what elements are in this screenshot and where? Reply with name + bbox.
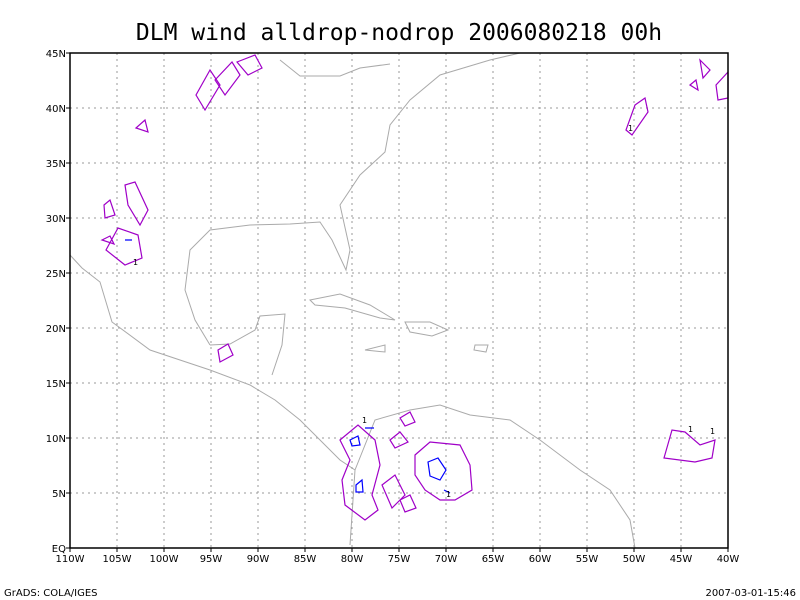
contour [100, 118, 149, 266]
coastline [279, 59, 391, 77]
coastline [69, 254, 356, 546]
contour [125, 239, 451, 494]
x-tick-label: 95W [200, 554, 223, 565]
title: DLM wind alldrop-nodrop 2006080218 00h [136, 20, 662, 46]
coastlines [69, 52, 636, 549]
coastline [209, 313, 286, 376]
contour [217, 343, 234, 363]
footer-left: GrADS: COLA/IGES [4, 588, 98, 599]
y-tick-label: 15N [46, 379, 66, 390]
x-tick-label: 85W [294, 554, 317, 565]
coastline [404, 321, 450, 337]
coastline [184, 52, 521, 346]
contour-label: 1 [710, 427, 715, 436]
x-tick-label: 110W [56, 554, 85, 565]
footer-right: 2007-03-01-15:46 [705, 588, 796, 599]
x-tick-label: 60W [529, 554, 552, 565]
x-tick-label: 90W [247, 554, 270, 565]
contour [195, 54, 263, 112]
y-tick-label: 5N [52, 489, 66, 500]
coastline [364, 344, 489, 353]
x-tick-label: 80W [341, 554, 364, 565]
x-tick-label: 70W [435, 554, 458, 565]
y-tick-label: 45N [46, 49, 66, 60]
contour [339, 411, 473, 521]
contour [625, 58, 729, 463]
contours [100, 54, 729, 521]
y-tick-label: 30N [46, 214, 66, 225]
contour-label: 1 [688, 425, 693, 434]
y-tick-label: 25N [46, 269, 66, 280]
grid [70, 53, 728, 548]
contour-label: 1 [133, 258, 138, 267]
y-tick-label: 10N [46, 434, 66, 445]
contour-label: 1 [362, 416, 367, 425]
x-tick-label: 65W [482, 554, 505, 565]
contour-label: 1 [446, 490, 451, 499]
contour-labels: 1 1 1 1 1 1 [133, 124, 715, 499]
coastline [354, 404, 636, 549]
y-tick-label: 20N [46, 324, 66, 335]
y-tick-label: EQ [52, 544, 66, 555]
x-tick-label: 50W [623, 554, 646, 565]
coastline [308, 293, 396, 321]
x-tick-label: 100W [150, 554, 179, 565]
y-tick-label: 35N [46, 159, 66, 170]
x-tick-label: 55W [576, 554, 599, 565]
x-tick-label: 45W [670, 554, 693, 565]
x-tick-label: 75W [388, 554, 411, 565]
x-tick-label: 105W [103, 554, 132, 565]
x-tick-label: 40W [717, 554, 740, 565]
contour-label: 1 [628, 124, 633, 133]
y-tick-label: 40N [46, 104, 66, 115]
